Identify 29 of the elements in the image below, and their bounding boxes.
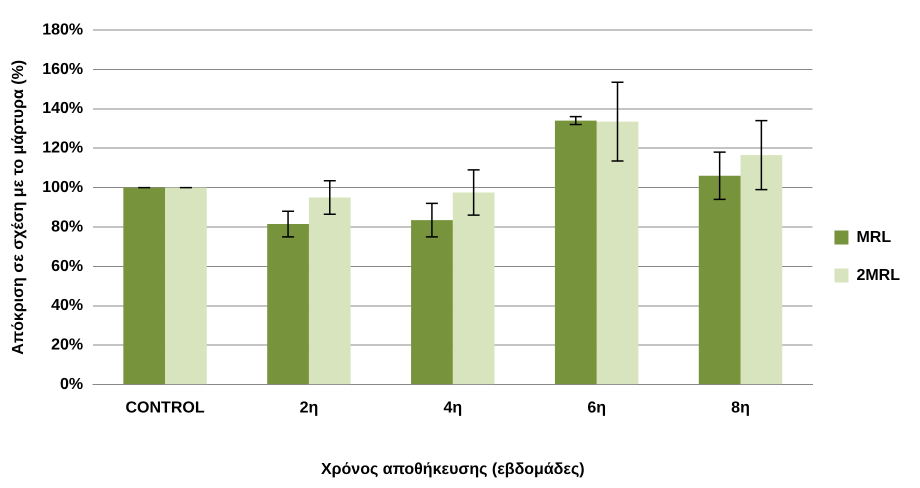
- x-tick-label: 2η: [300, 400, 318, 417]
- bar: [165, 188, 207, 384]
- y-tick-label: 80%: [51, 218, 84, 236]
- bar: [698, 176, 741, 384]
- bar: [411, 220, 453, 384]
- y-tick-label: 0%: [60, 376, 84, 394]
- legend-label: MRL: [856, 228, 892, 246]
- bar: [740, 155, 782, 384]
- y-tick-label: 100%: [42, 179, 84, 196]
- y-tick-label: 60%: [51, 258, 84, 275]
- bar: [123, 188, 166, 384]
- bar: [308, 197, 351, 384]
- y-tick-label: 20%: [51, 336, 84, 354]
- y-tick-label: 140%: [42, 100, 84, 118]
- x-axis-title: Χρόνος αποθήκευσης (εβδομάδες): [320, 460, 585, 478]
- bar: [452, 192, 495, 384]
- y-tick-label: 160%: [42, 60, 84, 78]
- x-tick-label: 8η: [731, 400, 750, 417]
- y-axis-title: Απόκριση σε σχέση με το μάρτυρα (%): [10, 60, 28, 355]
- bar: [267, 224, 309, 384]
- legend-label: 2MRL: [856, 266, 900, 284]
- y-tick-label: 180%: [42, 21, 84, 38]
- x-tick-label: 4η: [443, 400, 462, 417]
- bar: [554, 120, 597, 384]
- x-tick-label: 6η: [587, 400, 606, 417]
- bar: [596, 122, 638, 384]
- y-tick-label: 120%: [42, 140, 84, 157]
- y-tick-label: 40%: [51, 297, 84, 314]
- x-tick-label: CONTROL: [126, 400, 205, 417]
